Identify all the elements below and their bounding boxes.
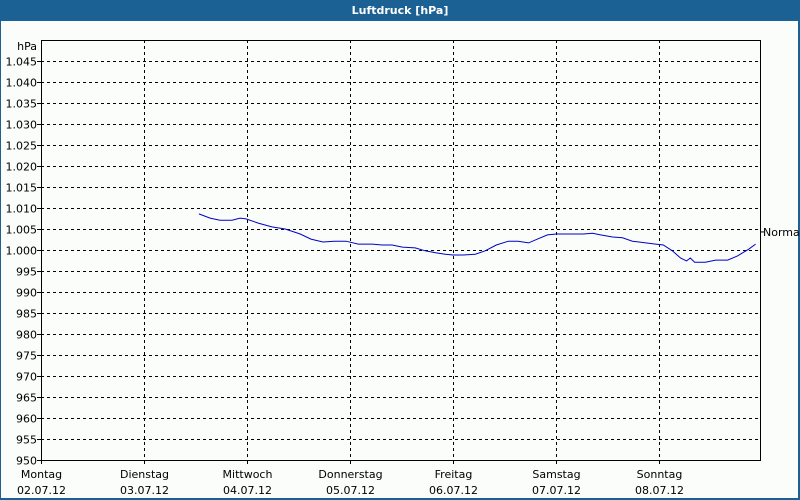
y-tick-label: 975: [16, 350, 37, 363]
y-tick-label: 965: [16, 392, 37, 405]
y-tick-label: 950: [16, 455, 37, 468]
y-tick-label: 990: [16, 287, 37, 300]
x-tick-day: Donnerstag: [318, 468, 382, 481]
y-tick-label: 970: [16, 371, 37, 384]
y-tick-label: 1.035: [6, 98, 38, 111]
x-tick-day: Montag: [21, 468, 62, 481]
x-tick-day: Sonntag: [637, 468, 683, 481]
normal-label: Normal: [763, 226, 800, 239]
y-tick-label: 955: [16, 434, 37, 447]
y-tick-label: 1.020: [6, 161, 38, 174]
x-tick-date: 08.07.12: [635, 484, 684, 497]
y-tick-label: 960: [16, 413, 37, 426]
y-tick-label: 1.005: [6, 224, 38, 237]
x-tick-date: 02.07.12: [17, 484, 66, 497]
x-tick-date: 05.07.12: [326, 484, 375, 497]
y-axis-unit-label: hPa: [17, 40, 37, 53]
y-tick-label: 1.040: [6, 77, 38, 90]
y-tick-label: 1.025: [6, 140, 38, 153]
y-tick-label: 1.010: [6, 203, 38, 216]
x-tick-date: 06.07.12: [429, 484, 478, 497]
y-tick-label: 1.000: [6, 245, 38, 258]
y-tick-label: 1.045: [6, 56, 38, 69]
x-tick-day: Samstag: [532, 468, 580, 481]
pressure-line: [198, 213, 756, 263]
x-tick-day: Freitag: [435, 468, 473, 481]
x-tick-date: 04.07.12: [223, 484, 272, 497]
y-tick-label: 1.015: [6, 182, 38, 195]
y-tick-label: 995: [16, 266, 37, 279]
plot-frame: [41, 40, 761, 461]
x-tick-date: 03.07.12: [120, 484, 169, 497]
window-title: Luftdruck [hPa]: [0, 0, 800, 21]
y-tick-label: 985: [16, 308, 37, 321]
x-tick-day: Dienstag: [120, 468, 169, 481]
x-tick-date: 07.07.12: [532, 484, 581, 497]
y-tick-label: 980: [16, 329, 37, 342]
x-tick-day: Mittwoch: [223, 468, 273, 481]
y-tick-label: 1.030: [6, 119, 38, 132]
